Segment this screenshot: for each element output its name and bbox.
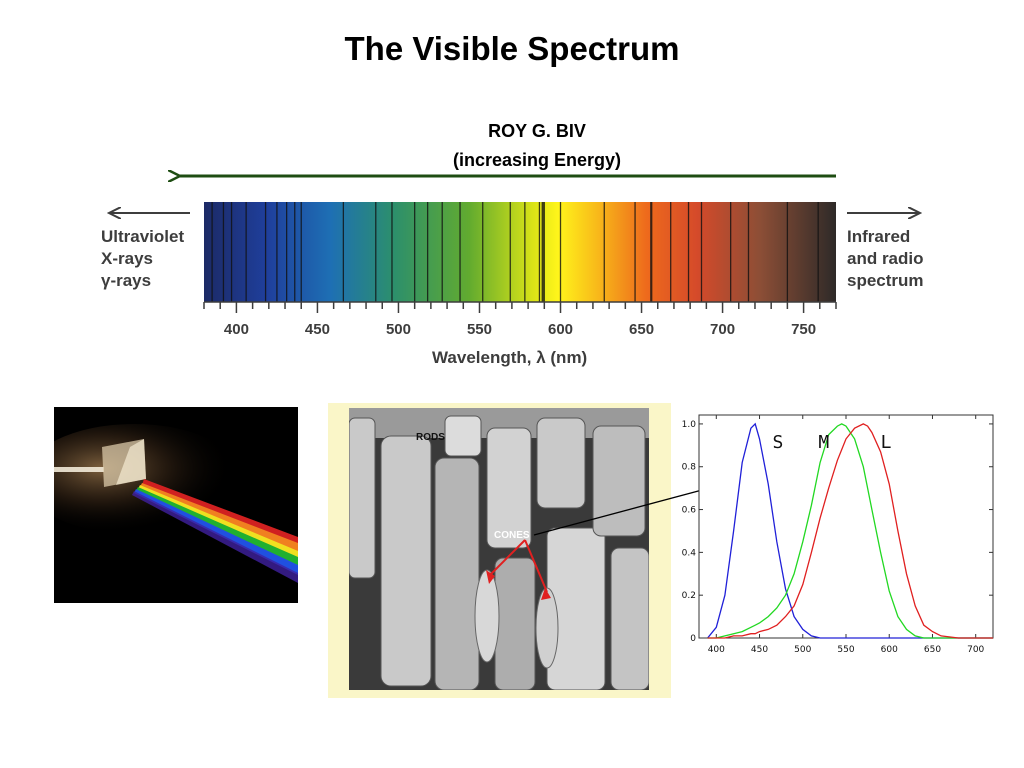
x-axis-ticks: 400 450 500 550 600 650 700 [708,415,985,655]
label-ultraviolet: Ultraviolet [101,227,185,246]
series-label-s: S [773,432,784,453]
prism-photo [54,407,298,603]
rods-label: RODS [416,432,445,443]
y-tick-label: 0.2 [682,591,696,601]
series-line-s [707,422,993,639]
spectrum-tick-label: 400 [224,321,249,338]
y-tick-label: 0.6 [682,506,697,516]
y-axis-ticks: 0 0.2 0.4 0.6 0.8 1.0 [682,420,993,644]
label-and-radio: and radio [847,249,924,268]
spectrum-tick-label: 450 [305,321,330,338]
series-label-m: M [818,432,829,453]
slide-title: The Visible Spectrum [344,30,680,67]
cone-sensitivity-chart: 0 0.2 0.4 0.6 0.8 1.0 400 450 500 550 600 650 700 S… [682,414,994,655]
spectrum-tick-label: 500 [386,321,411,338]
spectrum-tick-label: 650 [629,321,654,338]
spectrum-ticks [203,302,837,313]
spectrum-tick-labels: 400 450 500 550 600 650 700 750 [224,321,816,338]
x-tick-label: 400 [708,645,725,655]
y-tick-label: 1.0 [682,420,697,430]
series-line-l [707,423,993,639]
retina-rods-cones-photo [349,408,649,690]
label-x-rays: X-rays [101,249,153,268]
short-wavelength-labels: Ultraviolet X-rays γ-rays [101,226,184,292]
x-tick-label: 700 [967,645,984,655]
series-line-m [707,423,993,639]
x-tick-label: 450 [751,645,768,655]
spectrum-tick-label: 700 [710,321,735,338]
x-tick-label: 550 [837,645,854,655]
series-label-l: L [881,432,892,453]
spectrum-tick-label: 600 [548,321,573,338]
energy-note: (increasing Energy) [452,150,622,170]
y-tick-label: 0 [690,634,696,644]
spectrum-tick-label: 750 [791,321,816,338]
mnemonic-text: ROY G. BIV [488,121,586,141]
y-tick-label: 0.4 [682,548,697,558]
plot-frame [698,414,994,639]
series-curves [707,422,993,639]
label-gamma-rays: γ-rays [101,271,152,290]
absorption-lines [211,202,819,302]
label-infrared: Infrared [847,227,911,246]
x-tick-label: 600 [881,645,898,655]
label-spectrum: spectrum [847,271,924,290]
wavelength-axis-label: Wavelength, λ (nm) [432,348,588,367]
spectrum-diagram: 400 450 500 550 600 650 700 750 [0,0,1024,338]
spectrum-tick-label: 550 [467,321,492,338]
y-tick-label: 0.8 [682,463,697,473]
long-wavelength-labels: Infrared and radio spectrum [847,226,924,292]
x-tick-label: 500 [794,645,811,655]
cones-label: CONES [494,530,530,541]
x-tick-label: 650 [924,645,941,655]
